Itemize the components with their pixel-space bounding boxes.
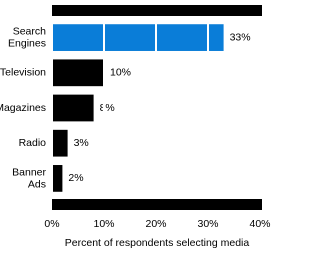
y-tick-label: Television (0, 67, 46, 79)
x-axis-label: Percent of respondents selecting media (65, 237, 250, 249)
x-tick-label: 20% (145, 218, 166, 230)
value-label: 2% (68, 172, 83, 184)
bar (52, 94, 94, 122)
chart: Percent of respondents selecting media S… (0, 5, 271, 249)
bar (52, 165, 63, 192)
x-tick-label: 0% (44, 218, 59, 230)
y-tick-label: Magazines (0, 102, 46, 114)
bar (52, 129, 68, 157)
bottom-frame (52, 199, 262, 210)
value-label: 8% (100, 102, 115, 114)
x-tick-label: 30% (197, 218, 218, 230)
bar (52, 24, 224, 51)
value-label: 33% (230, 31, 251, 43)
value-label: 3% (74, 137, 89, 149)
bar (52, 59, 104, 87)
x-tick-label: 40% (249, 218, 270, 230)
value-label: 10% (110, 67, 131, 79)
y-tick-label: Banner Ads (12, 166, 46, 190)
y-tick-label: Search Engines (8, 25, 46, 49)
x-tick-label: 10% (93, 218, 114, 230)
y-tick-label: Radio (19, 137, 47, 149)
top-frame (52, 5, 262, 16)
